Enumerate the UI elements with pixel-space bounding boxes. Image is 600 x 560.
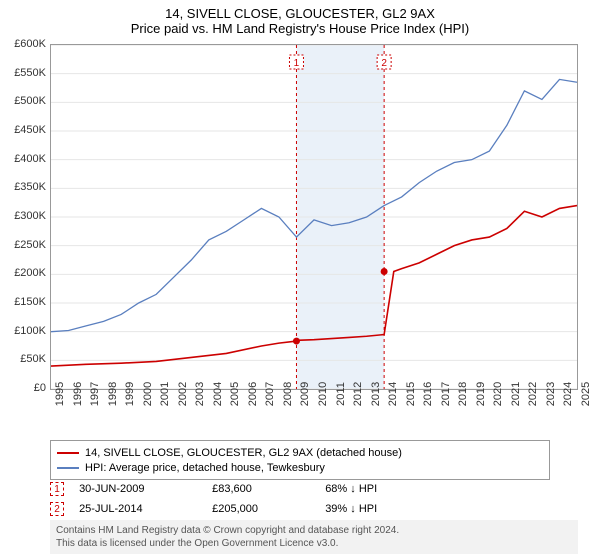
legend-label: HPI: Average price, detached house, Tewk… [85,462,325,474]
x-tick-label: 2000 [142,382,154,406]
x-tick-label: 1999 [124,382,136,406]
x-tick-label: 2004 [212,382,224,406]
sale-row-1: 1 30-JUN-2009 £83,600 68% ↓ HPI [50,482,578,496]
legend-item-hpi: HPI: Average price, detached house, Tewk… [57,460,543,475]
x-tick-label: 2018 [457,382,469,406]
legend-label: 14, SIVELL CLOSE, GLOUCESTER, GL2 9AX (d… [85,447,402,459]
footer-line: Contains HM Land Registry data © Crown c… [56,524,572,537]
x-tick-label: 2007 [264,382,276,406]
x-tick-label: 2002 [177,382,189,406]
sale-date: 25-JUL-2014 [79,503,209,515]
x-tick-label: 2011 [335,382,347,406]
x-tick-label: 1998 [107,382,119,406]
x-tick-label: 2015 [405,382,417,406]
x-tick-label: 2009 [299,382,311,406]
x-tick-label: 2023 [545,382,557,406]
x-tick-label: 2013 [370,382,382,406]
chart-svg: 12 [51,45,577,389]
x-tick-label: 2019 [475,382,487,406]
sale-delta: 68% ↓ HPI [325,483,377,495]
y-tick-label: £350K [0,181,46,193]
y-tick-label: £250K [0,239,46,251]
footer-line: This data is licensed under the Open Gov… [56,537,572,550]
y-tick-label: £600K [0,38,46,50]
sale-price: £83,600 [212,483,322,495]
x-tick-label: 2010 [317,382,329,406]
y-tick-label: £0 [0,382,46,394]
x-tick-label: 2001 [159,382,171,406]
sale-marker-icon: 1 [50,482,64,496]
x-tick-label: 2017 [440,382,452,406]
x-tick-label: 2021 [510,382,522,406]
y-tick-label: £150K [0,296,46,308]
sale-delta: 39% ↓ HPI [325,503,377,515]
chart-plot-area: 12 [50,44,578,390]
x-tick-label: 2024 [562,382,574,406]
legend-swatch [57,467,79,469]
y-tick-label: £500K [0,95,46,107]
x-tick-label: 2025 [580,382,592,406]
chart-title: 14, SIVELL CLOSE, GLOUCESTER, GL2 9AX [0,6,600,21]
sale-date: 30-JUN-2009 [79,483,209,495]
x-tick-label: 2014 [387,382,399,406]
x-tick-label: 1995 [54,382,66,406]
legend-swatch [57,452,79,454]
x-tick-label: 2008 [282,382,294,406]
chart-subtitle: Price paid vs. HM Land Registry's House … [0,21,600,36]
y-tick-label: £300K [0,210,46,222]
y-tick-label: £450K [0,124,46,136]
sale-marker-icon: 2 [50,502,64,516]
svg-text:1: 1 [294,58,300,69]
x-tick-label: 1996 [72,382,84,406]
y-tick-label: £100K [0,325,46,337]
x-tick-label: 2022 [527,382,539,406]
x-tick-label: 2020 [492,382,504,406]
y-tick-label: £550K [0,67,46,79]
sale-price: £205,000 [212,503,322,515]
x-tick-label: 2005 [229,382,241,406]
y-tick-label: £400K [0,153,46,165]
sale-row-2: 2 25-JUL-2014 £205,000 39% ↓ HPI [50,502,578,516]
x-tick-label: 2003 [194,382,206,406]
x-tick-label: 1997 [89,382,101,406]
footer-attribution: Contains HM Land Registry data © Crown c… [50,520,578,554]
x-tick-label: 2006 [247,382,259,406]
y-tick-label: £50K [0,353,46,365]
x-tick-label: 2012 [352,382,364,406]
x-tick-label: 2016 [422,382,434,406]
svg-text:2: 2 [381,58,387,69]
legend-item-property: 14, SIVELL CLOSE, GLOUCESTER, GL2 9AX (d… [57,445,543,460]
legend-box: 14, SIVELL CLOSE, GLOUCESTER, GL2 9AX (d… [50,440,550,480]
y-tick-label: £200K [0,267,46,279]
